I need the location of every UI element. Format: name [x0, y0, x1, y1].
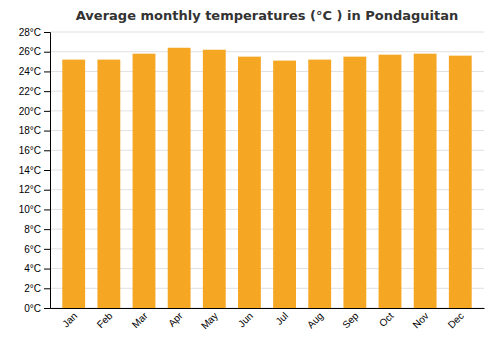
- tick: 14°C: [19, 165, 50, 176]
- tick-mark: [44, 131, 50, 132]
- bar: [343, 57, 366, 308]
- tick-label: 8°C: [24, 224, 41, 235]
- bar: [414, 54, 437, 308]
- axis-line: [44, 33, 51, 309]
- tick: Jan: [60, 310, 79, 329]
- tick-label: 24°C: [19, 66, 41, 77]
- tick-label: 12°C: [19, 184, 41, 195]
- grid-line: [50, 51, 484, 52]
- bar: [62, 60, 85, 308]
- tick-mark: [44, 32, 50, 33]
- tick-label: Dec: [446, 310, 466, 330]
- tick-label: Aug: [305, 310, 325, 330]
- tick-label: Apr: [166, 310, 185, 329]
- tick-mark: [44, 229, 50, 230]
- grid: [50, 32, 484, 308]
- tick-label: 6°C: [24, 244, 41, 255]
- chart: 0°C 2°C 4°C 6°C 8°C 10°C 12°C 14°C 16°C 18°C 20°C 2…: [0, 0, 500, 350]
- tick: Nov: [410, 310, 430, 330]
- title: Average monthly temperatures (°C ) in Po…: [76, 8, 458, 23]
- tick: 12°C: [19, 184, 50, 195]
- tick-label: Jun: [236, 310, 255, 329]
- tick: May: [199, 310, 220, 331]
- bar: [449, 56, 472, 308]
- plot: 0°C 2°C 4°C 6°C 8°C 10°C 12°C 14°C 16°C 18°C 20°C 2…: [19, 27, 485, 332]
- tick: Jul: [273, 310, 290, 327]
- tick: 24°C: [19, 66, 50, 77]
- tick: 18°C: [19, 125, 50, 136]
- tick-mark: [44, 209, 50, 210]
- tick-mark: [44, 308, 50, 309]
- tick: 16°C: [19, 145, 50, 156]
- bar: [203, 50, 226, 308]
- tick-mark: [44, 91, 50, 92]
- tick-label: 18°C: [19, 125, 41, 136]
- bar: [133, 54, 156, 308]
- bars: [62, 48, 471, 308]
- tick: Apr: [166, 310, 185, 329]
- tick-label: 16°C: [19, 145, 41, 156]
- tick: Feb: [95, 310, 115, 330]
- tick-label: 0°C: [24, 303, 41, 314]
- tick-label: Mar: [130, 310, 150, 330]
- tick: Oct: [377, 310, 396, 329]
- grid-line: [50, 32, 484, 33]
- tick-label: Jan: [60, 310, 79, 329]
- y-axis: 0°C 2°C 4°C 6°C 8°C 10°C 12°C 14°C 16°C 18°C 20°C 2…: [19, 27, 51, 314]
- tick: 4°C: [24, 263, 50, 274]
- tick-label: 10°C: [19, 204, 41, 215]
- tick-mark: [44, 150, 50, 151]
- bar: [379, 55, 402, 308]
- tick: Jun: [236, 310, 255, 329]
- tick: Sep: [340, 310, 361, 331]
- tick: 10°C: [19, 204, 50, 215]
- tick-label: May: [199, 310, 220, 331]
- tick-mark: [44, 170, 50, 171]
- tick-mark: [44, 249, 50, 250]
- tick-mark: [44, 288, 50, 289]
- tick: 22°C: [19, 86, 50, 97]
- tick-label: 2°C: [24, 283, 41, 294]
- bar: [238, 57, 261, 308]
- tick: Mar: [130, 310, 150, 330]
- tick-mark: [44, 52, 50, 53]
- tick: Dec: [446, 310, 466, 330]
- bar: [168, 48, 191, 308]
- tick-mark: [44, 111, 50, 112]
- tick: 26°C: [19, 46, 50, 57]
- x-axis: Jan Feb Mar Apr May Jun Jul Aug Sep Oct Nov Dec: [51, 309, 485, 332]
- tick: Aug: [305, 310, 325, 330]
- bar: [308, 60, 331, 308]
- tick: 8°C: [24, 224, 50, 235]
- tick-mark: [44, 71, 50, 72]
- tick: 2°C: [24, 283, 50, 294]
- tick-mark: [44, 269, 50, 270]
- tick: 0°C: [24, 303, 50, 314]
- tick-label: 14°C: [19, 165, 41, 176]
- bar: [273, 61, 296, 308]
- tick-label: Nov: [410, 310, 430, 330]
- tick-label: Jul: [273, 310, 290, 327]
- tick-label: Oct: [377, 310, 396, 329]
- axis-line: [51, 308, 485, 309]
- tick-label: 26°C: [19, 46, 41, 57]
- tick-label: Sep: [340, 310, 361, 331]
- tick-label: 4°C: [24, 263, 41, 274]
- tick: 6°C: [24, 244, 50, 255]
- tick-label: 22°C: [19, 86, 41, 97]
- tick: 20°C: [19, 106, 50, 117]
- tick-label: 20°C: [19, 106, 41, 117]
- bar: [97, 60, 120, 308]
- tick-label: Feb: [95, 310, 115, 330]
- tick-label: 28°C: [19, 27, 41, 38]
- tick: 28°C: [19, 27, 50, 38]
- tick-mark: [44, 190, 50, 191]
